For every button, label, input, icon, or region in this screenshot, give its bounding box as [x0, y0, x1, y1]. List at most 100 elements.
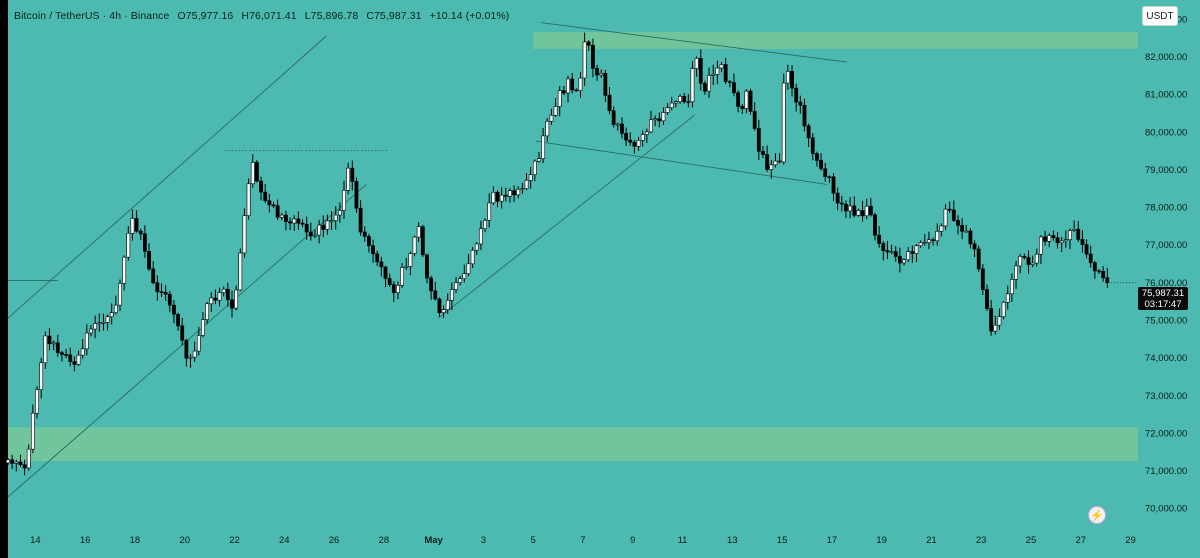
candle [391, 281, 396, 302]
candle [993, 315, 998, 335]
candle [765, 145, 770, 172]
candle [499, 187, 504, 209]
candle-body [284, 214, 288, 223]
time-tick-label: 23 [976, 535, 987, 546]
candle-body [470, 249, 475, 265]
candle-body [512, 190, 516, 196]
candle [404, 257, 409, 270]
candle-body [823, 168, 828, 177]
tradingview-lightning-icon[interactable]: ⚡ [1088, 506, 1106, 524]
candle-body [615, 123, 620, 126]
candle [454, 277, 458, 294]
candle [317, 219, 322, 244]
candle-body [715, 67, 720, 75]
candle-body [271, 204, 276, 207]
candle [159, 283, 164, 298]
candle-body [416, 226, 421, 238]
candle-body [242, 215, 247, 254]
time-tick-label: 11 [678, 535, 688, 546]
candle-body [902, 259, 906, 264]
candle-body [649, 119, 653, 133]
candle-body [960, 225, 965, 232]
candle-body [686, 101, 691, 104]
candle-body [221, 288, 226, 293]
candle-body [113, 304, 118, 313]
currency-button[interactable]: USDT [1142, 6, 1178, 26]
candle [520, 182, 525, 194]
candle-body [412, 236, 417, 254]
candle [997, 308, 1002, 330]
candle-body [653, 118, 658, 121]
candle [860, 200, 865, 222]
candle [557, 85, 562, 117]
candle [773, 153, 778, 168]
candle [980, 264, 985, 295]
candle-body [250, 162, 255, 185]
candle-body [325, 220, 330, 230]
candle-body [155, 282, 160, 293]
candle [516, 186, 521, 199]
candle [375, 250, 380, 266]
candle-body [429, 277, 434, 292]
candle-body [147, 251, 151, 270]
candle [97, 313, 102, 332]
candle-body [329, 220, 334, 222]
candle-body [279, 214, 284, 218]
candle [740, 104, 745, 114]
candle [615, 122, 620, 131]
candle [147, 243, 151, 271]
candle-body [184, 339, 189, 359]
candle [196, 326, 201, 356]
candle [914, 244, 919, 263]
candle-body [142, 233, 147, 252]
candle [835, 187, 840, 211]
candle-body [827, 176, 832, 178]
candle-body [997, 316, 1002, 326]
candle [715, 60, 720, 85]
candle-body [64, 354, 68, 356]
candle-body [574, 89, 579, 92]
candle [491, 186, 496, 206]
candle [80, 339, 85, 359]
candle [113, 295, 118, 315]
candle [956, 215, 960, 235]
candle-body [437, 298, 442, 313]
candle [22, 459, 27, 476]
candle-body [188, 356, 193, 359]
candle-body [773, 160, 778, 166]
candle [474, 242, 479, 255]
candle-body [748, 90, 753, 112]
candle-body [89, 328, 93, 334]
candle [134, 210, 139, 233]
price-tick-label: 70,000.00 [1145, 504, 1187, 515]
candle [802, 98, 807, 132]
candle-body [151, 268, 156, 284]
candle [155, 275, 160, 301]
candle-body [1068, 230, 1072, 240]
candle [1034, 248, 1039, 267]
candle [727, 80, 732, 88]
candle-body [906, 251, 911, 261]
candle-body [217, 292, 222, 301]
candle [300, 219, 305, 228]
candle-body [897, 256, 902, 264]
zones-layer [8, 31, 1138, 462]
candle [238, 248, 243, 292]
candle-body [275, 205, 280, 218]
candle-body [97, 322, 102, 325]
candle-body [317, 224, 322, 236]
candle-body [620, 123, 624, 134]
candle [396, 281, 400, 300]
candle-body [371, 245, 375, 255]
candle-body [1080, 239, 1085, 245]
candle [678, 94, 682, 104]
candle-body [856, 210, 861, 216]
candle [823, 162, 828, 182]
candle [246, 178, 251, 220]
candle-body [624, 133, 628, 141]
candle [1068, 228, 1072, 250]
candle [420, 224, 425, 258]
candle [151, 261, 156, 285]
candle-body [844, 203, 848, 212]
